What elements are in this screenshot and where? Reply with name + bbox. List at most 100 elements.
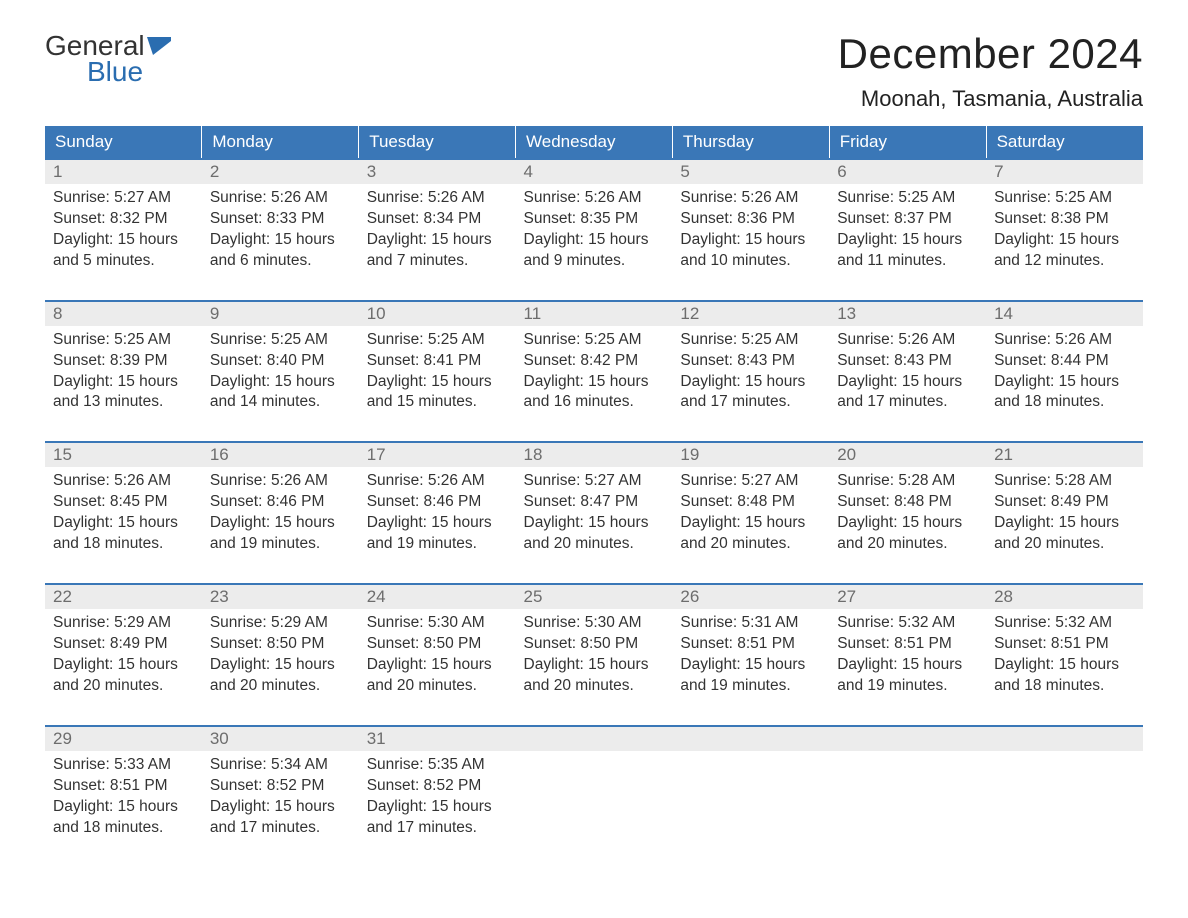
day-number-cell: 6 <box>829 160 986 184</box>
day-number: 11 <box>524 304 542 323</box>
day-body-cell: Sunrise: 5:25 AMSunset: 8:42 PMDaylight:… <box>516 326 673 443</box>
day-number: 2 <box>210 162 219 181</box>
day-number-cell: 14 <box>986 302 1143 326</box>
logo-text-blue: Blue <box>45 56 171 88</box>
daylight-line: Daylight: 15 hours and 5 minutes. <box>53 230 194 272</box>
day-body-row: Sunrise: 5:26 AMSunset: 8:45 PMDaylight:… <box>45 467 1143 584</box>
sunset-line: Sunset: 8:43 PM <box>680 351 821 372</box>
day-number-cell <box>516 727 673 751</box>
day-body-cell: Sunrise: 5:25 AMSunset: 8:39 PMDaylight:… <box>45 326 202 443</box>
day-number: 25 <box>524 587 543 606</box>
day-number-cell: 24 <box>359 585 516 609</box>
sunrise-line: Sunrise: 5:26 AM <box>210 188 351 209</box>
day-number: 30 <box>210 729 229 748</box>
day-number-cell: 28 <box>986 585 1143 609</box>
weekday-header: Friday <box>829 126 986 159</box>
daylight-line: Daylight: 15 hours and 19 minutes. <box>837 655 978 697</box>
sunrise-line: Sunrise: 5:26 AM <box>994 330 1135 351</box>
sunset-line: Sunset: 8:33 PM <box>210 209 351 230</box>
sunrise-line: Sunrise: 5:25 AM <box>837 188 978 209</box>
day-body-cell: Sunrise: 5:35 AMSunset: 8:52 PMDaylight:… <box>359 751 516 849</box>
day-number-cell <box>986 727 1143 751</box>
daylight-line: Daylight: 15 hours and 20 minutes. <box>367 655 508 697</box>
day-number: 26 <box>680 587 699 606</box>
daylight-line: Daylight: 15 hours and 18 minutes. <box>53 797 194 839</box>
sunrise-line: Sunrise: 5:25 AM <box>367 330 508 351</box>
sunset-line: Sunset: 8:50 PM <box>210 634 351 655</box>
day-body-cell <box>829 751 986 849</box>
daylight-line: Daylight: 15 hours and 20 minutes. <box>680 513 821 555</box>
weekday-header: Tuesday <box>359 126 516 159</box>
sunrise-line: Sunrise: 5:26 AM <box>367 471 508 492</box>
sunrise-line: Sunrise: 5:25 AM <box>994 188 1135 209</box>
day-body-cell: Sunrise: 5:25 AMSunset: 8:41 PMDaylight:… <box>359 326 516 443</box>
day-number-cell: 30 <box>202 727 359 751</box>
day-number-row: 1234567 <box>45 160 1143 184</box>
day-number-cell <box>829 727 986 751</box>
day-number-cell: 11 <box>516 302 673 326</box>
day-number-cell: 25 <box>516 585 673 609</box>
day-number: 23 <box>210 587 229 606</box>
day-number-cell: 10 <box>359 302 516 326</box>
daylight-line: Daylight: 15 hours and 20 minutes. <box>524 655 665 697</box>
day-number-cell: 22 <box>45 585 202 609</box>
sunrise-line: Sunrise: 5:26 AM <box>210 471 351 492</box>
day-number-cell: 31 <box>359 727 516 751</box>
daylight-line: Daylight: 15 hours and 11 minutes. <box>837 230 978 272</box>
sunset-line: Sunset: 8:51 PM <box>837 634 978 655</box>
day-number-cell: 8 <box>45 302 202 326</box>
sunset-line: Sunset: 8:47 PM <box>524 492 665 513</box>
day-body-row: Sunrise: 5:29 AMSunset: 8:49 PMDaylight:… <box>45 609 1143 726</box>
day-body-cell: Sunrise: 5:26 AMSunset: 8:46 PMDaylight:… <box>359 467 516 584</box>
day-number: 24 <box>367 587 386 606</box>
sunrise-line: Sunrise: 5:27 AM <box>680 471 821 492</box>
sunrise-line: Sunrise: 5:26 AM <box>367 188 508 209</box>
day-number-cell: 12 <box>672 302 829 326</box>
weekday-header-row: Sunday Monday Tuesday Wednesday Thursday… <box>45 126 1143 159</box>
day-number-cell: 20 <box>829 443 986 467</box>
day-body-cell: Sunrise: 5:26 AMSunset: 8:33 PMDaylight:… <box>202 184 359 301</box>
daylight-line: Daylight: 15 hours and 6 minutes. <box>210 230 351 272</box>
day-body-cell: Sunrise: 5:29 AMSunset: 8:49 PMDaylight:… <box>45 609 202 726</box>
day-body-cell: Sunrise: 5:27 AMSunset: 8:32 PMDaylight:… <box>45 184 202 301</box>
day-number-cell: 19 <box>672 443 829 467</box>
daylight-line: Daylight: 15 hours and 17 minutes. <box>680 372 821 414</box>
sunset-line: Sunset: 8:51 PM <box>994 634 1135 655</box>
sunrise-line: Sunrise: 5:31 AM <box>680 613 821 634</box>
day-body-cell <box>986 751 1143 849</box>
sunset-line: Sunset: 8:41 PM <box>367 351 508 372</box>
day-body-cell: Sunrise: 5:25 AMSunset: 8:40 PMDaylight:… <box>202 326 359 443</box>
day-number: 28 <box>994 587 1013 606</box>
day-body-cell: Sunrise: 5:30 AMSunset: 8:50 PMDaylight:… <box>359 609 516 726</box>
weekday-header: Monday <box>202 126 359 159</box>
day-body-cell: Sunrise: 5:26 AMSunset: 8:44 PMDaylight:… <box>986 326 1143 443</box>
day-number-cell <box>672 727 829 751</box>
daylight-line: Daylight: 15 hours and 17 minutes. <box>837 372 978 414</box>
sunrise-line: Sunrise: 5:34 AM <box>210 755 351 776</box>
daylight-line: Daylight: 15 hours and 10 minutes. <box>680 230 821 272</box>
sunset-line: Sunset: 8:49 PM <box>53 634 194 655</box>
daylight-line: Daylight: 15 hours and 20 minutes. <box>994 513 1135 555</box>
day-body-cell: Sunrise: 5:26 AMSunset: 8:45 PMDaylight:… <box>45 467 202 584</box>
day-number: 16 <box>210 445 229 464</box>
sunset-line: Sunset: 8:50 PM <box>524 634 665 655</box>
weekday-header: Thursday <box>672 126 829 159</box>
sunset-line: Sunset: 8:52 PM <box>210 776 351 797</box>
sunset-line: Sunset: 8:48 PM <box>837 492 978 513</box>
day-number-row: 15161718192021 <box>45 443 1143 467</box>
sunrise-line: Sunrise: 5:27 AM <box>524 471 665 492</box>
sunrise-line: Sunrise: 5:35 AM <box>367 755 508 776</box>
day-body-cell: Sunrise: 5:26 AMSunset: 8:34 PMDaylight:… <box>359 184 516 301</box>
weekday-header: Wednesday <box>516 126 673 159</box>
sunrise-line: Sunrise: 5:30 AM <box>524 613 665 634</box>
day-number-row: 22232425262728 <box>45 585 1143 609</box>
sunset-line: Sunset: 8:46 PM <box>210 492 351 513</box>
daylight-line: Daylight: 15 hours and 18 minutes. <box>994 655 1135 697</box>
daylight-line: Daylight: 15 hours and 18 minutes. <box>53 513 194 555</box>
day-number: 17 <box>367 445 386 464</box>
day-body-row: Sunrise: 5:33 AMSunset: 8:51 PMDaylight:… <box>45 751 1143 849</box>
day-body-cell: Sunrise: 5:26 AMSunset: 8:46 PMDaylight:… <box>202 467 359 584</box>
sunrise-line: Sunrise: 5:32 AM <box>837 613 978 634</box>
sunrise-line: Sunrise: 5:26 AM <box>837 330 978 351</box>
day-number: 19 <box>680 445 699 464</box>
